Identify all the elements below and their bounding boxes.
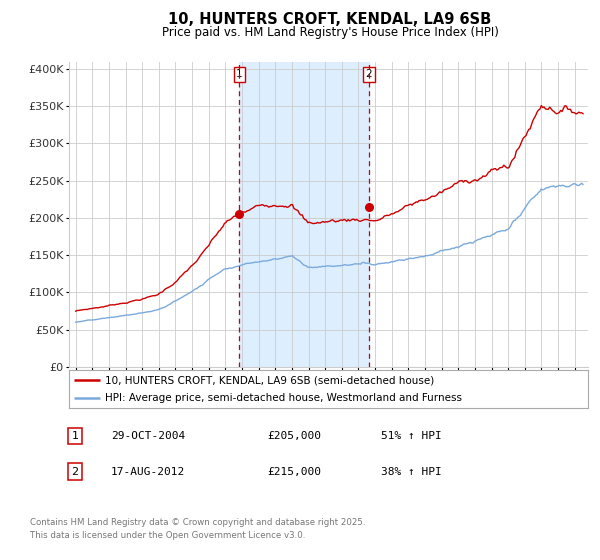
Text: 29-OCT-2004: 29-OCT-2004 — [111, 431, 185, 441]
Text: HPI: Average price, semi-detached house, Westmorland and Furness: HPI: Average price, semi-detached house,… — [106, 393, 463, 403]
Text: 17-AUG-2012: 17-AUG-2012 — [111, 466, 185, 477]
Text: £205,000: £205,000 — [267, 431, 321, 441]
Text: 38% ↑ HPI: 38% ↑ HPI — [381, 466, 442, 477]
Text: 2: 2 — [365, 69, 372, 80]
Text: 51% ↑ HPI: 51% ↑ HPI — [381, 431, 442, 441]
Bar — [239, 62, 369, 367]
Text: 10, HUNTERS CROFT, KENDAL, LA9 6SB (semi-detached house): 10, HUNTERS CROFT, KENDAL, LA9 6SB (semi… — [106, 375, 434, 385]
Text: Price paid vs. HM Land Registry's House Price Index (HPI): Price paid vs. HM Land Registry's House … — [161, 26, 499, 39]
Text: 1: 1 — [71, 431, 79, 441]
Text: 10, HUNTERS CROFT, KENDAL, LA9 6SB: 10, HUNTERS CROFT, KENDAL, LA9 6SB — [169, 12, 491, 27]
Text: Contains HM Land Registry data © Crown copyright and database right 2025.
This d: Contains HM Land Registry data © Crown c… — [30, 519, 365, 540]
Text: 1: 1 — [236, 69, 242, 80]
Text: 2: 2 — [71, 466, 79, 477]
Text: £215,000: £215,000 — [267, 466, 321, 477]
